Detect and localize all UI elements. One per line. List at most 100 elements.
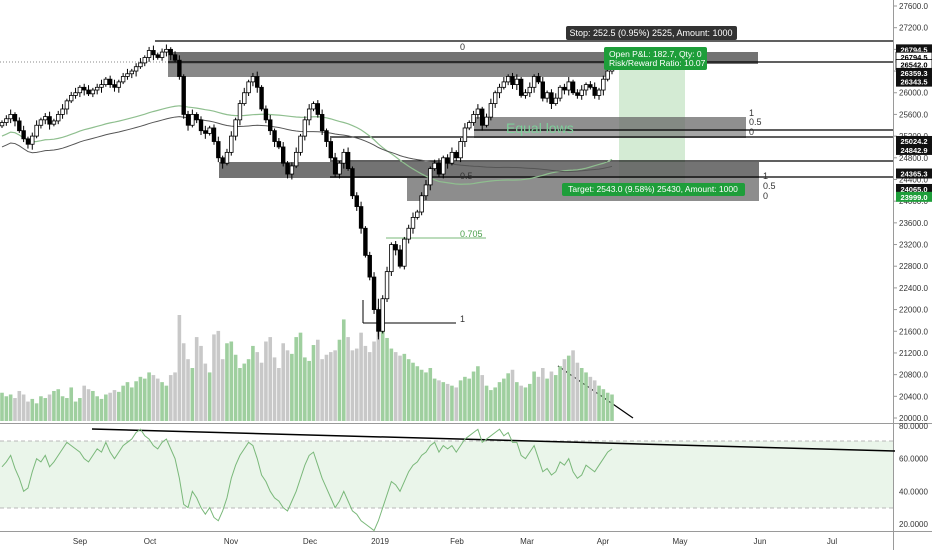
candle[interactable] (185, 110, 191, 131)
candle[interactable] (518, 77, 524, 98)
candle[interactable] (324, 128, 329, 147)
candle[interactable] (25, 136, 31, 149)
volume-bar[interactable] (173, 372, 177, 421)
volume-bar[interactable] (60, 396, 65, 421)
candle[interactable] (449, 147, 455, 166)
volume-bar[interactable] (268, 337, 273, 421)
candle[interactable] (406, 224, 411, 244)
volume-bar[interactable] (367, 352, 372, 421)
candle[interactable] (8, 109, 13, 124)
candle[interactable] (332, 152, 338, 178)
volume-bar[interactable] (553, 375, 558, 421)
candle[interactable] (293, 147, 299, 169)
volume-bar[interactable] (281, 343, 286, 421)
candle[interactable] (358, 201, 364, 234)
candle[interactable] (56, 110, 61, 125)
volume-bar[interactable] (380, 325, 385, 421)
candle[interactable] (17, 117, 22, 133)
volume-bar[interactable] (95, 396, 99, 421)
candle[interactable] (276, 138, 282, 150)
candle[interactable] (229, 131, 234, 156)
volume-bar[interactable] (242, 363, 247, 421)
volume-bar[interactable] (4, 396, 9, 421)
volume-bar[interactable] (532, 371, 536, 421)
candle[interactable] (601, 75, 606, 96)
volume-bar[interactable] (52, 390, 56, 421)
volume-bar[interactable] (212, 334, 216, 421)
candle[interactable] (328, 138, 333, 160)
candle[interactable] (311, 101, 316, 112)
candle[interactable] (69, 91, 74, 104)
candle[interactable] (553, 93, 558, 106)
volume-bar[interactable] (610, 394, 614, 422)
zone-middle[interactable] (219, 162, 759, 178)
candle[interactable] (544, 90, 550, 103)
candle[interactable] (216, 136, 221, 163)
volume-bar[interactable] (497, 382, 502, 421)
volume-bar[interactable] (579, 368, 584, 421)
candle[interactable] (488, 98, 494, 121)
volume-bar[interactable] (290, 353, 294, 421)
volume-bar[interactable] (164, 385, 169, 421)
volume-bar[interactable] (134, 381, 138, 421)
candle[interactable] (81, 83, 87, 96)
candle[interactable] (47, 111, 52, 130)
price-tag[interactable]: 25024.2 (896, 135, 932, 146)
candle[interactable] (527, 82, 533, 98)
candle[interactable] (419, 192, 424, 216)
candle[interactable] (268, 114, 273, 136)
volume-bar[interactable] (341, 319, 346, 421)
candle[interactable] (203, 125, 208, 139)
volume-bar[interactable] (39, 396, 43, 421)
candle[interactable] (514, 74, 520, 91)
candle[interactable] (38, 117, 44, 129)
price-tag[interactable]: 24065.0 (896, 183, 932, 194)
candle[interactable] (341, 148, 346, 169)
candle[interactable] (415, 209, 420, 220)
volume-bar[interactable] (510, 369, 515, 421)
volume-bar[interactable] (316, 339, 320, 421)
candle[interactable] (21, 125, 26, 143)
candle[interactable] (583, 82, 589, 96)
volume-bar[interactable] (129, 387, 134, 421)
candle[interactable] (510, 72, 515, 89)
volume-bar[interactable] (346, 337, 350, 421)
volume-bar[interactable] (545, 378, 549, 421)
candle[interactable] (306, 104, 312, 126)
candle[interactable] (363, 226, 368, 258)
candle[interactable] (211, 124, 217, 145)
candle[interactable] (242, 87, 247, 106)
volume-bar[interactable] (8, 394, 13, 422)
candle[interactable] (194, 112, 199, 124)
volume-bar[interactable] (333, 350, 337, 421)
candle[interactable] (168, 47, 173, 61)
volume-bar[interactable] (303, 357, 307, 421)
volume-bar[interactable] (285, 350, 290, 421)
price-tag[interactable]: 23999.0 (896, 191, 932, 202)
volume-bar[interactable] (398, 355, 402, 421)
zone-top-lower[interactable] (168, 64, 608, 77)
volume-bar[interactable] (515, 382, 519, 421)
candle[interactable] (146, 46, 152, 62)
volume-bar[interactable] (125, 382, 130, 421)
candle[interactable] (51, 118, 57, 127)
volume-bar[interactable] (575, 362, 580, 421)
candle[interactable] (467, 120, 472, 131)
volume-bar[interactable] (69, 387, 74, 421)
volume-bar[interactable] (138, 376, 143, 421)
volume-bar[interactable] (558, 366, 562, 421)
volume-bar[interactable] (186, 359, 190, 421)
volume-bar[interactable] (151, 375, 156, 421)
volume-bar[interactable] (264, 341, 268, 422)
price-tag[interactable]: 24365.3 (896, 168, 932, 179)
volume-bar[interactable] (190, 368, 195, 421)
candle[interactable] (337, 161, 342, 179)
candle[interactable] (531, 74, 537, 93)
candle[interactable] (138, 58, 143, 69)
volume-bar[interactable] (147, 372, 151, 421)
volume-bar[interactable] (43, 398, 48, 421)
open-pl-label-bg[interactable] (604, 47, 707, 70)
candle[interactable] (177, 55, 182, 80)
candle[interactable] (99, 79, 104, 93)
